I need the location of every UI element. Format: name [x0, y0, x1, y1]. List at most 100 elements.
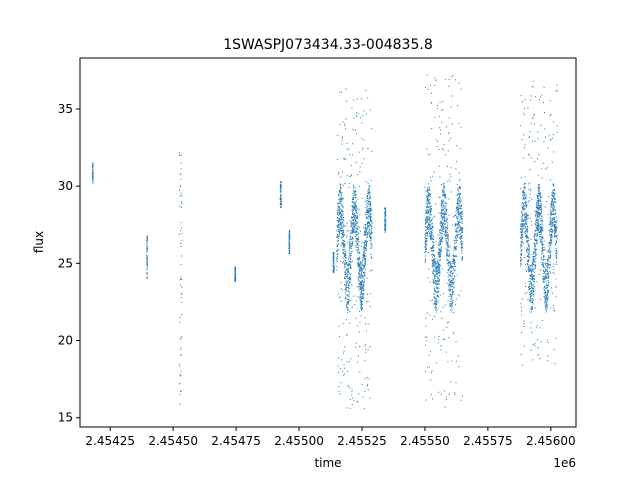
data-point	[454, 246, 455, 248]
x-tick-label: 2.45475	[211, 434, 261, 448]
data-point	[534, 210, 536, 212]
data-point	[179, 363, 181, 365]
data-point	[337, 236, 338, 238]
data-point	[366, 221, 368, 223]
data-point	[341, 192, 343, 194]
data-point	[355, 231, 357, 233]
data-point	[343, 267, 345, 269]
data-point	[546, 291, 548, 293]
data-point	[336, 233, 338, 235]
data-point	[428, 211, 430, 213]
data-point	[350, 232, 352, 234]
data-point	[356, 246, 358, 248]
data-point	[427, 205, 429, 207]
data-point	[531, 286, 533, 288]
data-point	[441, 207, 443, 209]
data-point	[530, 293, 532, 295]
data-point	[364, 390, 366, 392]
data-point	[441, 268, 443, 270]
data-point	[435, 241, 437, 243]
data-point	[525, 222, 527, 224]
data-point	[523, 193, 525, 195]
data-point	[424, 233, 426, 235]
x-axis-label: time	[314, 456, 341, 470]
data-point	[520, 238, 522, 240]
data-point	[370, 237, 372, 239]
data-point	[452, 278, 454, 280]
data-point	[349, 265, 351, 267]
data-point	[440, 205, 442, 207]
data-point	[458, 237, 460, 239]
data-point	[366, 211, 368, 213]
data-point	[548, 290, 550, 292]
data-point	[179, 195, 181, 197]
data-point	[527, 217, 529, 219]
data-point	[541, 227, 543, 229]
data-point	[363, 246, 365, 248]
data-point	[433, 249, 435, 251]
data-point	[370, 224, 372, 226]
data-point	[344, 288, 346, 290]
data-point	[454, 261, 456, 263]
data-point	[359, 283, 361, 285]
data-point	[432, 242, 434, 244]
data-point	[179, 348, 181, 350]
data-point	[450, 304, 452, 306]
data-point	[370, 207, 372, 209]
data-point	[365, 250, 367, 252]
data-point	[441, 237, 443, 238]
data-point	[531, 278, 533, 280]
data-point	[520, 237, 522, 239]
data-point	[365, 226, 367, 228]
data-point	[552, 218, 554, 220]
data-point	[545, 271, 547, 273]
data-point	[541, 210, 543, 212]
data-point	[551, 222, 553, 224]
data-point	[536, 228, 538, 230]
data-point	[554, 363, 556, 365]
data-point	[454, 275, 456, 277]
data-point	[457, 220, 459, 222]
data-point	[180, 337, 182, 339]
data-point	[366, 241, 368, 242]
data-point	[430, 394, 432, 396]
data-point	[525, 206, 527, 208]
data-point	[536, 219, 538, 221]
data-point	[343, 242, 345, 244]
data-point	[454, 269, 456, 271]
data-point	[460, 212, 462, 214]
data-point	[530, 157, 532, 159]
data-point	[370, 209, 372, 211]
data-point	[426, 203, 428, 205]
data-point	[524, 195, 526, 197]
data-point	[337, 248, 339, 250]
data-point	[450, 295, 452, 297]
data-point	[431, 265, 433, 267]
data-point	[428, 213, 430, 215]
data-point	[550, 212, 552, 214]
data-point	[443, 214, 445, 216]
data-point	[541, 256, 543, 258]
data-point	[384, 214, 386, 216]
data-point	[431, 225, 433, 227]
data-point	[455, 249, 457, 251]
data-point	[280, 201, 282, 203]
data-point	[368, 222, 370, 224]
data-point	[340, 210, 342, 212]
data-point	[180, 230, 182, 232]
data-point	[453, 263, 455, 265]
data-point	[532, 293, 534, 295]
data-point	[536, 194, 538, 196]
data-point	[367, 232, 369, 234]
data-point	[434, 274, 436, 276]
data-point	[532, 287, 534, 289]
data-point	[453, 261, 455, 263]
data-point	[556, 251, 558, 253]
data-point	[459, 187, 461, 189]
data-point	[460, 211, 462, 213]
data-point	[546, 294, 548, 296]
data-point	[538, 213, 540, 215]
data-point	[430, 176, 432, 178]
data-point	[535, 257, 537, 259]
data-point	[369, 228, 370, 230]
